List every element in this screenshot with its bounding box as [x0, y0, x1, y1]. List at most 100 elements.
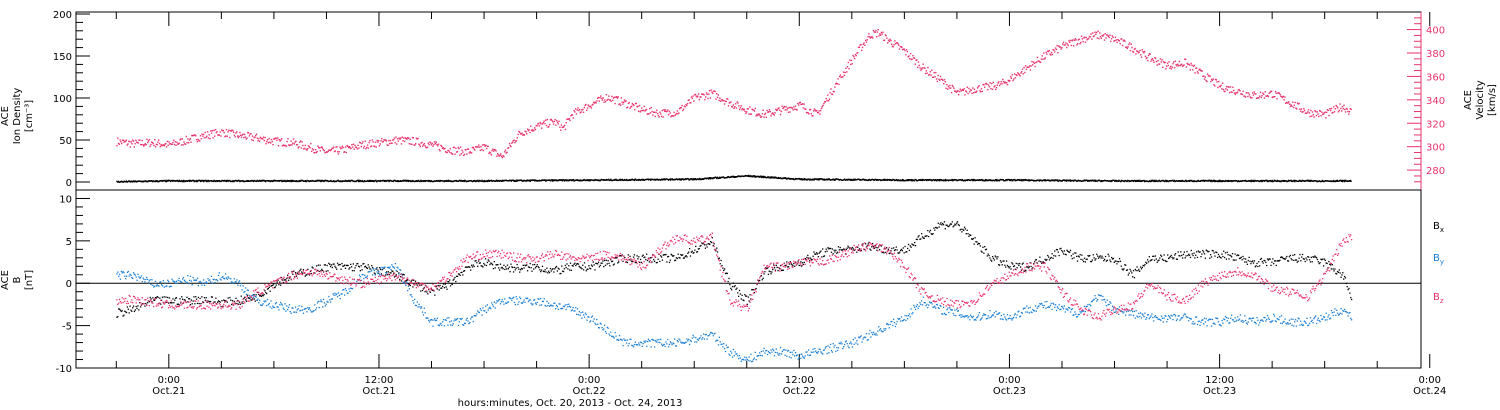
density-point	[183, 179, 185, 182]
velocity-point	[1292, 101, 1294, 103]
bx-point	[381, 269, 383, 271]
density-point	[481, 179, 483, 181]
bx-point	[244, 296, 246, 298]
density-point	[1163, 180, 1165, 182]
density-point	[875, 179, 878, 181]
velocity-point	[1300, 108, 1303, 110]
density-point	[833, 179, 835, 181]
velocity-point	[932, 76, 935, 78]
bx-point	[581, 268, 583, 270]
bx-point	[477, 260, 480, 262]
velocity-point	[923, 67, 925, 69]
density-point	[587, 179, 589, 182]
bx-point	[533, 263, 536, 266]
velocity-point	[899, 45, 902, 48]
bx-point	[638, 256, 640, 258]
density-point	[770, 177, 772, 179]
bx-point	[720, 259, 722, 262]
velocity-point	[492, 150, 495, 152]
bx-point	[459, 274, 461, 276]
velocity-point	[1330, 107, 1333, 110]
velocity-point	[820, 107, 823, 110]
density-point	[944, 178, 947, 181]
velocity-point	[1289, 105, 1292, 108]
density-point	[488, 179, 490, 181]
density-point	[397, 180, 400, 182]
bx-point	[734, 285, 736, 287]
velocity-point	[411, 143, 413, 146]
velocity-point	[875, 36, 878, 38]
velocity-point	[227, 131, 229, 133]
bx-point	[681, 254, 684, 256]
density-point	[1137, 180, 1139, 183]
velocity-point	[1270, 90, 1273, 93]
velocity-point	[759, 115, 761, 117]
velocity-point	[1050, 54, 1052, 56]
bx-point	[660, 256, 663, 258]
velocity-point	[1338, 109, 1341, 112]
velocity-point	[662, 116, 664, 118]
density-point	[1154, 180, 1157, 183]
bx-point	[860, 250, 862, 252]
velocity-point	[1051, 53, 1054, 56]
velocity-point	[545, 124, 548, 127]
bx-point	[206, 301, 208, 303]
velocity-point	[1246, 92, 1248, 94]
bx-point	[646, 253, 648, 255]
velocity-point	[571, 114, 573, 116]
density-point	[813, 179, 815, 181]
density-point	[966, 179, 969, 182]
velocity-point	[1273, 95, 1275, 98]
density-point	[345, 180, 348, 182]
velocity-point	[1177, 64, 1180, 67]
velocity-point	[902, 48, 905, 50]
velocity-point	[1149, 53, 1151, 55]
velocity-point	[762, 109, 764, 111]
density-point	[361, 179, 363, 182]
velocity-point	[1241, 93, 1244, 96]
density-point	[309, 180, 311, 183]
bx-point	[361, 269, 363, 271]
velocity-point	[1105, 37, 1107, 39]
density-point	[1344, 180, 1346, 183]
bx-point	[118, 308, 121, 310]
bx-point	[489, 263, 491, 266]
density-point	[387, 180, 390, 182]
velocity-point	[236, 131, 238, 133]
bx-point	[379, 268, 382, 271]
density-point	[1181, 180, 1183, 182]
velocity-point	[691, 97, 693, 100]
bx-point	[411, 279, 413, 281]
velocity-point	[960, 90, 962, 92]
bx-point	[336, 268, 338, 270]
density-point	[1244, 180, 1246, 182]
velocity-point	[954, 90, 957, 92]
velocity-point	[382, 140, 385, 143]
velocity-point	[1046, 53, 1048, 55]
bx-point	[335, 266, 337, 269]
velocity-point	[121, 139, 124, 141]
bx-point	[216, 301, 219, 303]
bx-point	[148, 301, 150, 303]
density-point	[1218, 180, 1220, 183]
top-y2label-line-2: Velocity	[1475, 80, 1486, 119]
bx-point	[217, 300, 220, 302]
density-point	[754, 176, 756, 178]
x-tick-label-time: 0:00	[578, 375, 600, 386]
density-point	[407, 179, 409, 182]
velocity-point	[367, 147, 370, 149]
velocity-point	[1151, 58, 1153, 61]
velocity-point	[611, 95, 613, 98]
velocity-point	[262, 136, 265, 138]
velocity-point	[136, 141, 139, 144]
velocity-point	[394, 142, 396, 144]
velocity-point	[557, 123, 560, 125]
velocity-point	[707, 97, 709, 100]
bx-point	[390, 272, 392, 274]
bx-point	[657, 258, 659, 260]
velocity-point	[1311, 111, 1314, 113]
bx-point	[514, 269, 517, 271]
density-point	[188, 179, 190, 182]
density-point	[883, 179, 886, 181]
velocity-point	[686, 102, 689, 105]
